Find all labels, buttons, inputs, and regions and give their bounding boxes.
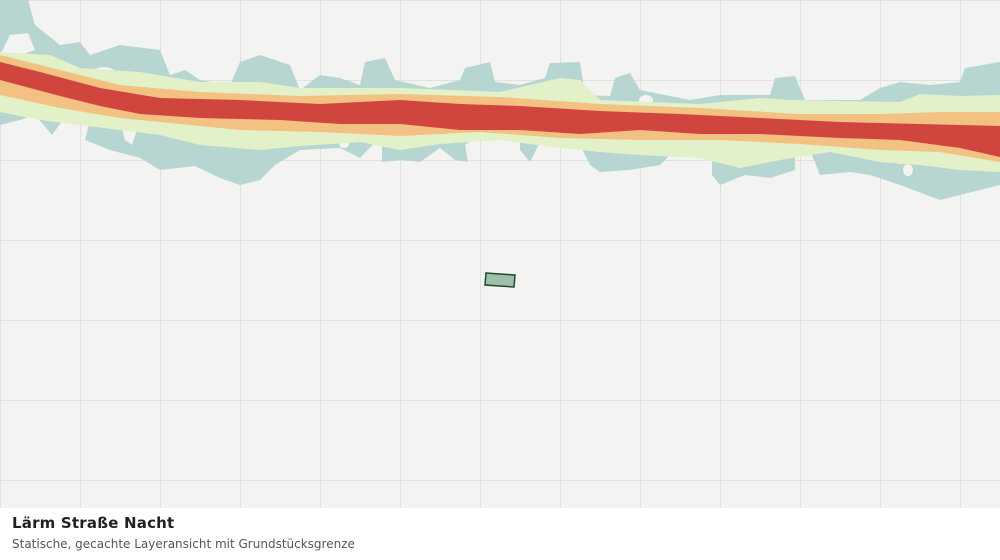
noise-zone-very-high: [0, 62, 1000, 157]
parcel-boundary: [484, 272, 516, 288]
layer-subtitle: Statische, gecachte Layeransicht mit Gru…: [12, 537, 355, 551]
map-footer: Lärm Straße Nacht Statische, gecachte La…: [0, 508, 1000, 560]
map: [0, 0, 1000, 508]
layer-title: Lärm Straße Nacht: [12, 514, 175, 532]
